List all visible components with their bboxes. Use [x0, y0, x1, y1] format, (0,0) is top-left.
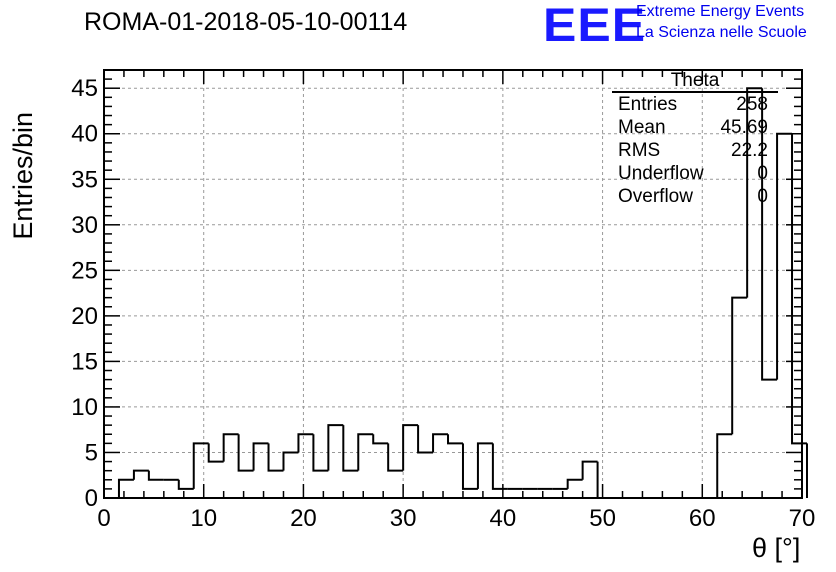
chart-title: ROMA-01-2018-05-10-00114 — [84, 8, 408, 36]
histogram-bin — [282, 451, 299, 471]
axis-tick-labels: 0 10 20 30 40 50 60 70 0 5 10 15 20 25 30 35 40 45 — [71, 75, 815, 532]
histogram-bin — [342, 425, 359, 472]
y-axis-label: Entries/bin — [8, 112, 38, 240]
histogram-bin — [402, 424, 419, 471]
stats-value: 0 — [757, 186, 768, 207]
histogram-bin — [432, 433, 449, 453]
eee-logo: EEE — [543, 0, 647, 52]
stats-row-overflow: Overflow 0 — [612, 185, 778, 208]
x-tick-label: 10 — [190, 505, 217, 532]
histogram-bin — [566, 478, 583, 489]
histogram-bin — [491, 443, 508, 490]
y-tick-label: 30 — [71, 212, 98, 239]
x-tick-label: 70 — [789, 505, 816, 532]
stats-value: 0 — [757, 163, 768, 184]
histogram-bin — [132, 469, 149, 480]
histogram-bin — [252, 442, 269, 471]
x-tick-label: 40 — [490, 505, 517, 532]
histogram-bin — [357, 433, 374, 471]
histogram-bin — [267, 443, 284, 472]
y-tick-label: 0 — [85, 485, 98, 512]
axis-ticks — [103, 69, 803, 499]
histogram-bin — [417, 425, 434, 454]
histogram-bin — [596, 461, 613, 499]
stats-label: Underflow — [618, 163, 704, 184]
y-tick-label: 40 — [71, 121, 98, 148]
histogram-bin — [372, 434, 389, 445]
stats-value: 258 — [736, 94, 768, 115]
histogram-bin — [147, 470, 164, 481]
x-tick-label: 60 — [689, 505, 716, 532]
histogram-bin — [237, 434, 254, 472]
stats-label: Overflow — [618, 186, 693, 207]
y-tick-label: 10 — [71, 394, 98, 421]
histogram-bin — [387, 443, 404, 472]
x-tick-label: 50 — [589, 505, 616, 532]
stats-value: 45.69 — [720, 117, 768, 138]
stats-value: 22.2 — [731, 140, 768, 161]
x-axis-label: θ [°] — [752, 533, 801, 563]
plot-frame — [103, 69, 803, 499]
x-tick-label: 20 — [290, 505, 317, 532]
histogram-bin — [776, 132, 793, 380]
logo-line-1: Extreme Energy Events — [636, 3, 805, 20]
histogram-bin — [177, 479, 194, 490]
histogram-bin — [461, 443, 478, 490]
stats-row-entries: Entries 258 — [612, 93, 778, 116]
stats-title: Theta — [612, 70, 778, 93]
x-tick-label: 30 — [390, 505, 417, 532]
histogram-bin — [761, 88, 778, 381]
histogram-bin — [312, 434, 329, 472]
y-tick-label: 20 — [71, 303, 98, 330]
logo-line-2: La Scienza nelle Scuole — [636, 24, 807, 41]
histogram-bin — [117, 478, 134, 498]
histogram-bin — [716, 433, 733, 498]
y-tick-label: 35 — [71, 166, 98, 193]
histogram-bin — [207, 443, 224, 463]
histogram-bin — [297, 433, 314, 453]
x-tick-label: 0 — [97, 505, 110, 532]
stats-row-underflow: Underflow 0 — [612, 162, 778, 185]
stats-row-mean: Mean 45.69 — [612, 116, 778, 139]
stats-row-rms: RMS 22.2 — [612, 139, 778, 162]
histogram-bin — [581, 460, 598, 480]
stats-box: Theta Entries 258 Mean 45.69 RMS 22.2 Un… — [612, 70, 778, 208]
y-tick-label: 15 — [71, 348, 98, 375]
y-tick-label: 5 — [85, 439, 98, 466]
stats-label: Mean — [618, 117, 666, 138]
histogram-bin — [476, 442, 493, 489]
histogram-bin — [192, 442, 209, 489]
y-tick-label: 25 — [71, 257, 98, 284]
y-tick-label: 45 — [71, 75, 98, 102]
histogram-bin — [222, 433, 239, 462]
stats-label: RMS — [618, 140, 661, 161]
histogram-bin — [746, 87, 763, 298]
histogram-bin — [731, 296, 748, 435]
histogram-bin — [327, 424, 344, 471]
histogram-bars — [104, 87, 808, 499]
stats-label: Entries — [618, 94, 678, 115]
histogram-bin — [447, 434, 463, 445]
